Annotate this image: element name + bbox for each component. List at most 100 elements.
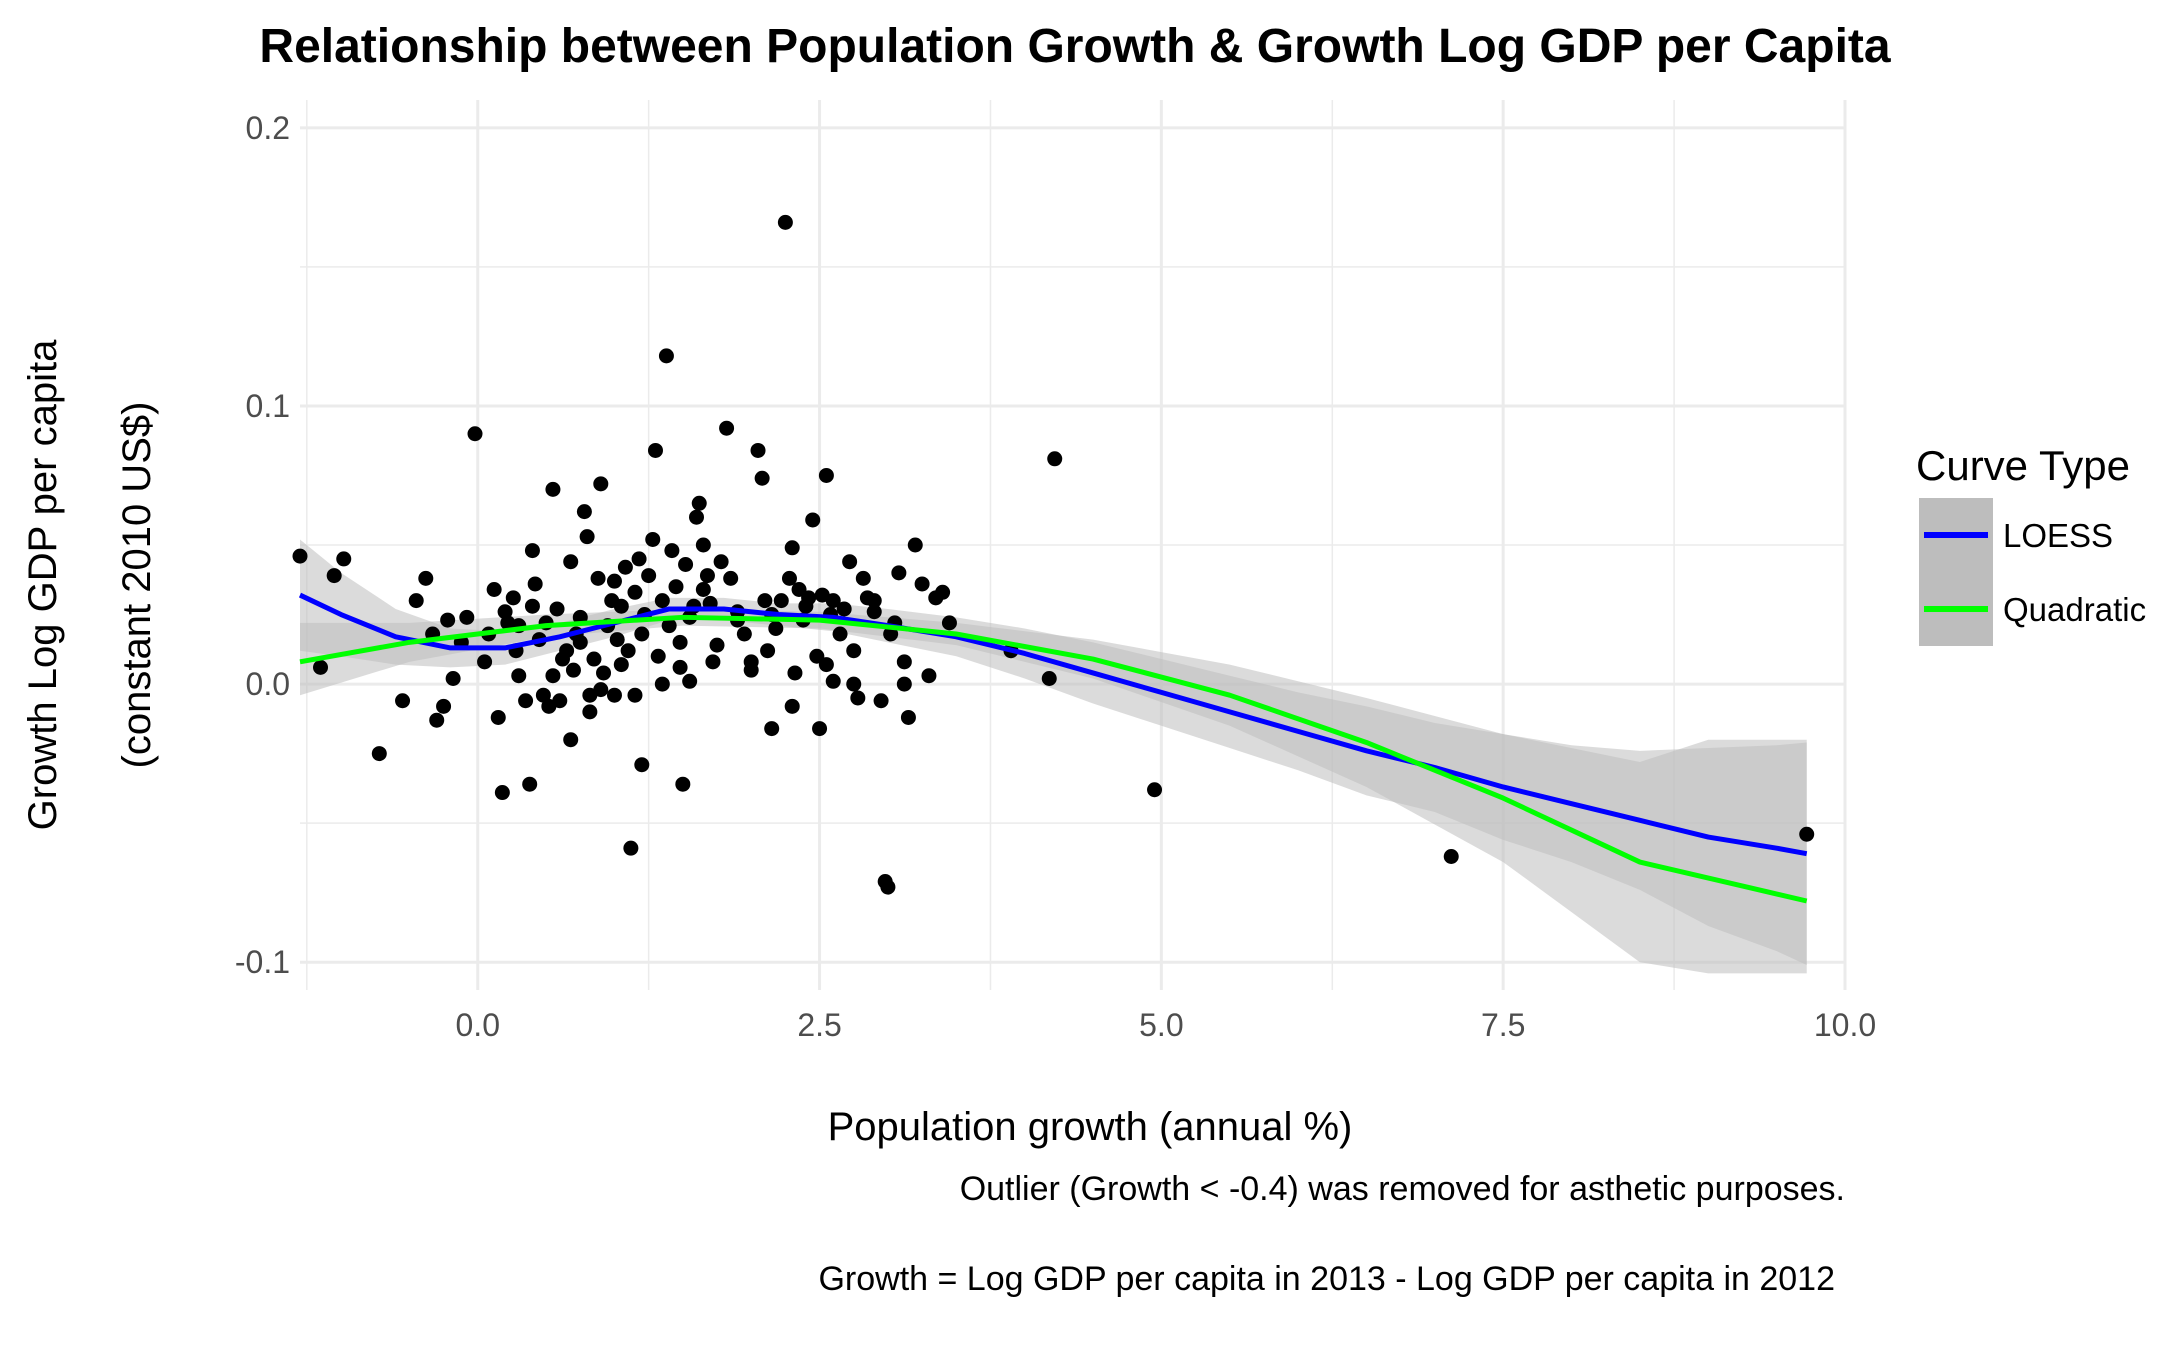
scatter-point xyxy=(408,593,424,609)
y-tick-label: 0.2 xyxy=(246,110,290,146)
scatter-point xyxy=(654,676,670,692)
x-tick-label: 0.0 xyxy=(456,1007,500,1043)
scatter-point xyxy=(836,601,852,617)
y-tick-label: -0.1 xyxy=(235,944,290,980)
scatter-point xyxy=(723,570,739,586)
scatter-point xyxy=(647,442,663,458)
scatter-point xyxy=(699,568,715,584)
scatter-point xyxy=(313,659,329,675)
scatter-point xyxy=(768,620,784,636)
scatter-point xyxy=(1443,849,1459,864)
scatter-point xyxy=(436,698,452,714)
x-tick-label: 2.5 xyxy=(797,1007,841,1043)
scatter-point xyxy=(620,643,636,659)
scatter-point xyxy=(613,657,629,673)
scatter-point xyxy=(650,648,666,664)
scatter-point xyxy=(873,693,889,709)
chart-title: Relationship between Population Growth &… xyxy=(259,20,1890,73)
x-tick-label: 5.0 xyxy=(1139,1007,1183,1043)
scatter-point xyxy=(494,785,510,801)
scatter-point xyxy=(418,570,434,586)
scatter-point xyxy=(467,426,483,442)
scatter-point xyxy=(900,709,916,725)
y-axis-ticks: -0.1 0.0 0.1 0.2 xyxy=(235,110,290,980)
legend-label-quadratic: Quadratic xyxy=(2003,591,2146,628)
scatter-point xyxy=(689,509,705,525)
legend-title: Curve Type xyxy=(1916,442,2130,489)
scatter-point xyxy=(549,601,565,617)
scatter-point xyxy=(576,504,592,520)
scatter-point xyxy=(805,512,821,528)
scatter-point xyxy=(668,579,684,595)
scatter-point xyxy=(613,598,629,614)
fitted-curves xyxy=(298,592,1808,904)
scatter-point xyxy=(582,704,598,720)
scatter-point xyxy=(812,721,828,737)
y-tick-label: 0.1 xyxy=(246,388,290,424)
scatter-point xyxy=(490,709,506,725)
scatter-point xyxy=(627,584,643,600)
x-axis-ticks: 0.0 2.5 5.0 7.5 10.0 xyxy=(456,1007,1877,1043)
scatter-point xyxy=(477,654,493,670)
scatter-point xyxy=(866,593,882,609)
scatter-point xyxy=(850,690,866,706)
scatter-point xyxy=(527,576,543,592)
scatter-point xyxy=(695,582,711,597)
scatter-point xyxy=(524,543,540,559)
scatter-point xyxy=(880,879,896,895)
scatter-point xyxy=(552,693,568,709)
scatter-point xyxy=(596,665,612,681)
scatter-point xyxy=(832,626,848,642)
scatter-point xyxy=(1047,451,1063,467)
scatter-point xyxy=(658,348,674,364)
x-axis-label: Population growth (annual %) xyxy=(828,1105,1353,1149)
scatter-point xyxy=(590,570,606,586)
scatter-point xyxy=(371,746,387,762)
scatter-point xyxy=(631,551,647,567)
scatter-point xyxy=(586,651,602,667)
scatter-point xyxy=(609,632,625,648)
scatter-point xyxy=(429,712,445,728)
legend-key-background xyxy=(1919,498,1993,646)
scatter-point xyxy=(781,570,797,586)
scatter-point xyxy=(736,626,752,642)
scatter-point xyxy=(675,776,691,792)
scatter-point xyxy=(846,676,862,692)
scatter-point xyxy=(445,671,461,686)
scatter-point xyxy=(617,559,633,575)
scatter-point xyxy=(1799,826,1815,842)
scatter-point xyxy=(654,593,670,609)
scatter-point xyxy=(292,548,308,564)
scatter-point xyxy=(760,643,776,659)
scatter-point xyxy=(563,554,579,570)
legend-label-loess: LOESS xyxy=(2003,517,2113,554)
scatter-point xyxy=(773,593,789,609)
scatter-point xyxy=(891,565,907,581)
scatter-point xyxy=(623,840,639,856)
scatter-point xyxy=(1041,671,1057,686)
scatter-point xyxy=(691,495,707,511)
scatter-point xyxy=(565,662,581,678)
scatter-point xyxy=(764,721,780,737)
scatter-point xyxy=(842,554,858,570)
y-axis-label-line2: (constant 2010 US$) xyxy=(115,402,159,769)
scatter-point xyxy=(678,556,694,572)
scatter-point xyxy=(634,757,650,773)
scatter-point xyxy=(784,540,800,556)
scatter-point xyxy=(855,570,871,586)
scatter-point xyxy=(606,687,622,703)
scatter-point xyxy=(627,687,643,703)
scatter-point xyxy=(545,481,561,497)
scatter-point xyxy=(682,673,698,689)
x-tick-label: 7.5 xyxy=(1481,1007,1525,1043)
scatter-point xyxy=(743,662,759,678)
scatter-point xyxy=(505,590,521,606)
scatter-point xyxy=(818,467,834,483)
scatter-point xyxy=(914,576,930,592)
scatter-point xyxy=(757,593,773,609)
scatter-point xyxy=(896,676,912,692)
scatter-point xyxy=(664,543,680,559)
scatter-point xyxy=(545,668,561,684)
scatter-point xyxy=(661,618,677,634)
quadratic-curve xyxy=(299,614,1808,904)
